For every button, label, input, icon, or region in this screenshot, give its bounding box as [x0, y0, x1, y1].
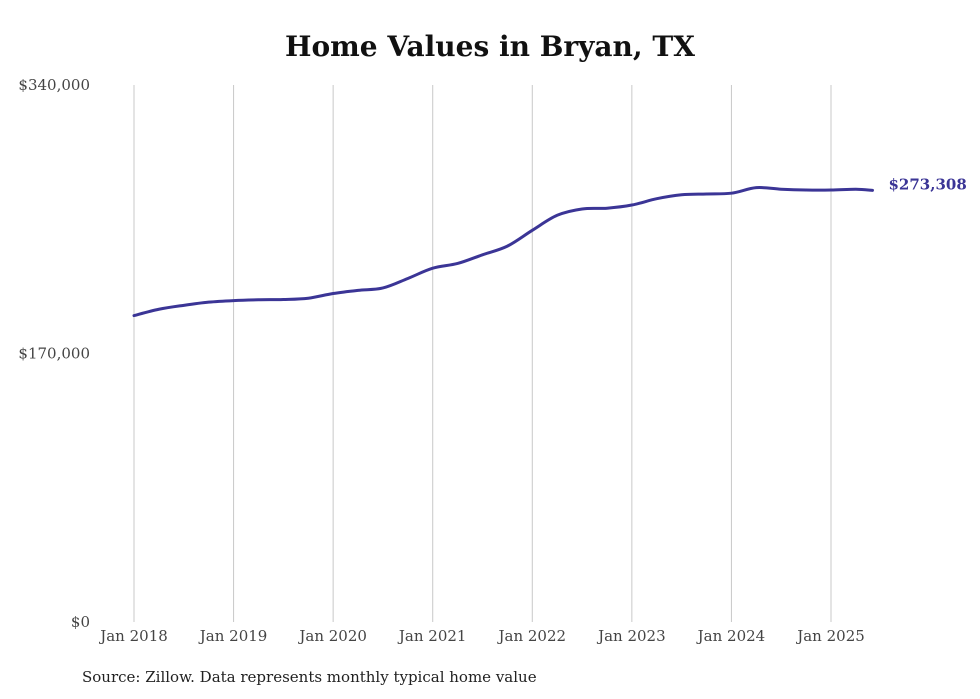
- x-tick-label: Jan 2020: [297, 627, 367, 645]
- chart-title: Home Values in Bryan, TX: [285, 30, 695, 63]
- x-tick-label: Jan 2024: [696, 627, 766, 645]
- y-tick-label: $340,000: [18, 76, 90, 94]
- source-note: Source: Zillow. Data represents monthly …: [82, 668, 537, 686]
- gridlines: [133, 85, 832, 622]
- x-tick-label: Jan 2023: [596, 627, 666, 645]
- y-tick-label: $0: [71, 613, 90, 631]
- y-tick-label: $170,000: [18, 345, 90, 363]
- series-line-home-value: [132, 186, 874, 318]
- x-tick-label: Jan 2022: [497, 627, 567, 645]
- series-layer: [132, 186, 874, 318]
- x-tick-label: Jan 2018: [98, 627, 168, 645]
- x-tick-label: Jan 2021: [397, 627, 467, 645]
- end-label-layer: $273,308: [888, 175, 966, 193]
- end-value-label: $273,308: [888, 175, 966, 193]
- x-tick-label: Jan 2019: [198, 627, 268, 645]
- x-tick-label: Jan 2025: [795, 627, 865, 645]
- x-axis-ticks: Jan 2018 Jan 2019 Jan 2020 Jan 2021 Jan 2022…: [98, 627, 865, 645]
- y-axis-ticks: $0 $170,000 $340,000: [18, 76, 90, 631]
